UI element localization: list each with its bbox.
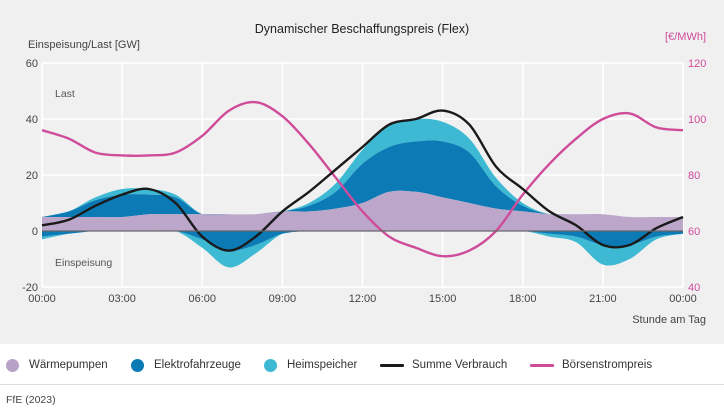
divider [0, 384, 724, 385]
line-boersenstrompreis [41, 100, 684, 258]
legend-label: Summe Verbrauch [412, 359, 508, 371]
chart: -20 0 20 40 60 40 60 80 100 120 00:00 03:00 06:00 09:… [22, 22, 706, 326]
legend-item-heimspeicher: Heimspeicher [264, 356, 357, 374]
legend-dot-icon [6, 358, 19, 372]
source-note: FfE (2023) [6, 394, 56, 406]
legend-label: Heimspeicher [287, 359, 358, 371]
area-elektrofahrzeuge-positive [42, 140, 683, 218]
lines [41, 100, 684, 258]
legend-item-boersenstrompreis: Börsenstrompreis [530, 356, 652, 374]
y-tick-right-label: 100 [688, 114, 706, 126]
x-tick-label: 03:00 [108, 293, 136, 305]
x-tick-label: 06:00 [188, 293, 216, 305]
y-tick-left-label: -20 [22, 282, 38, 294]
chart-panel: -20 0 20 40 60 40 60 80 100 120 00:00 03:00 06:00 09:… [0, 0, 724, 344]
line-summe-verbrauch [41, 109, 684, 252]
y-tick-right-label: 80 [688, 170, 700, 182]
legend-item-waermepumpen: Wärmepumpen [6, 356, 108, 374]
legend-line-icon [530, 363, 554, 367]
chart-title: Dynamischer Beschaffungspreis (Flex) [255, 22, 469, 36]
legend-label: Elektrofahrzeuge [154, 359, 241, 371]
y-tick-left-label: 60 [26, 58, 38, 70]
legend-item-summe-verbrauch: Summe Verbrauch [380, 356, 507, 374]
x-tick-label: 18:00 [509, 293, 537, 305]
annotation-last: Last [55, 88, 75, 100]
y-axis-right-label: [€/MWh] [665, 31, 706, 43]
x-axis-label: Stunde am Tag [632, 314, 706, 326]
y-tick-left-label: 0 [32, 226, 38, 238]
y-tick-right-label: 40 [688, 282, 700, 294]
legend-label: Wärmepumpen [29, 359, 108, 371]
legend-item-elektrofahrzeuge: Elektrofahrzeuge [131, 356, 241, 374]
axes: -20 0 20 40 60 40 60 80 100 120 00:00 03:00 06:00 09:… [22, 58, 706, 305]
legend: Wärmepumpen Elektrofahrzeuge Heimspeiche… [0, 352, 724, 378]
x-tick-label: 09:00 [269, 293, 297, 305]
legend-dot-icon [131, 358, 144, 372]
legend-line-icon [380, 363, 404, 367]
legend-dot-icon [264, 358, 277, 372]
x-tick-label: 12:00 [349, 293, 377, 305]
y-tick-right-label: 60 [688, 226, 700, 238]
annotation-einspeisung: Einspeisung [55, 257, 112, 269]
x-tick-label: 00:00 [28, 293, 56, 305]
y-tick-left-label: 40 [26, 114, 38, 126]
legend-label: Börsenstrompreis [562, 359, 653, 371]
x-tick-label: 00:00 [669, 293, 697, 305]
y-axis-left-label: Einspeisung/Last [GW] [28, 39, 140, 51]
x-tick-label: 15:00 [429, 293, 457, 305]
y-tick-left-label: 20 [26, 170, 38, 182]
y-tick-right-label: 120 [688, 58, 706, 70]
x-tick-label: 21:00 [589, 293, 617, 305]
